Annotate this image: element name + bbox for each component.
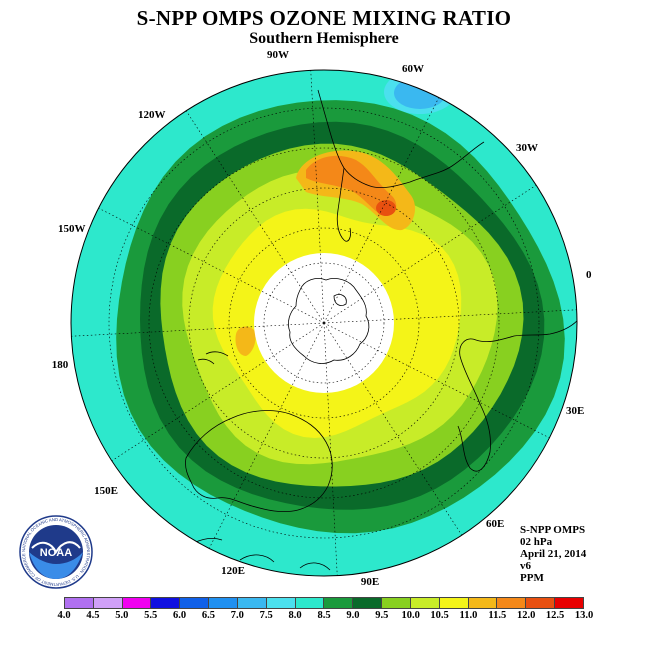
colorbar-segment: [180, 598, 210, 608]
africa-coastline: [457, 319, 577, 472]
colorbar-segment: [151, 598, 181, 608]
colorbar-segment: [324, 598, 354, 608]
graticule: [71, 70, 577, 576]
latitude-circle: [263, 262, 385, 384]
colorbar-tick-label: 12.5: [545, 610, 565, 621]
colorbar-segment: [295, 598, 325, 608]
colorbar-segment: [122, 598, 152, 608]
colorbar-tick-label: 8.0: [288, 610, 302, 621]
colorbar-segment: [410, 598, 440, 608]
level-12-0-region: [376, 200, 396, 216]
colorbar-segment: [382, 598, 411, 608]
colorbar-tick-label: 8.5: [317, 610, 331, 621]
longitude-label: 60W: [402, 63, 424, 75]
latitude-circle: [108, 107, 540, 539]
colorbar-segment: [93, 598, 123, 608]
colorbar-tick-label: 5.0: [115, 610, 129, 621]
longitude-label: 30W: [516, 142, 538, 154]
longitude-labels: 0 30E 60E 90E 120E 150E 180 150W 120W 90W 60W 30W: [52, 49, 592, 588]
longitude-label: 120E: [221, 565, 245, 577]
colorbar-tick-label: 6.5: [201, 610, 215, 621]
longitude-label: 90E: [361, 576, 379, 588]
longitude-label: 90W: [267, 49, 289, 61]
new-zealand-coastline: [197, 351, 229, 365]
info-level: 02 hPa: [520, 536, 553, 548]
colorbar-tick-label: 7.0: [230, 610, 244, 621]
colorbar-ticks: 4.0 4.5 5.0 5.5 6.0 6.5 7.0 7.5 8.0 8.5 9.0 9.5 10.0…: [57, 610, 593, 624]
colorbar-tick-label: 5.5: [144, 610, 158, 621]
info-product: S-NPP OMPS: [520, 524, 586, 536]
colorbar-segment: [555, 598, 583, 608]
colorbar-tick-label: 10.5: [430, 610, 449, 621]
colorbar-tick-label: 9.0: [346, 610, 360, 621]
info-units: PPM: [520, 572, 544, 584]
noaa-logo: NOAA NATIONAL OCEANIC AND ATMOSPHERIC AD…: [18, 514, 94, 595]
latitude-circle: [188, 187, 460, 459]
noaa-logo-text: NOAA: [40, 547, 72, 559]
longitude-label: 60E: [486, 518, 504, 530]
australia-coastline: [185, 410, 333, 513]
colorbar-tick-label: 13.0: [574, 610, 594, 621]
info-version: v6: [520, 560, 531, 572]
colorbar-tick-label: 9.5: [375, 610, 389, 621]
product-info: S-NPP OMPS 02 hPa April 21, 2014 v6 PPM: [520, 524, 586, 584]
colorbar-tick-label: 11.0: [459, 610, 478, 621]
colorbar-segment: [439, 598, 469, 608]
level-11-0-patch: [235, 326, 256, 356]
colorbar-segment: [266, 598, 296, 608]
colorbar-tick-label: 12.0: [517, 610, 536, 621]
colorbar: [64, 597, 584, 609]
colorbar-segment: [526, 598, 556, 608]
longitude-label: 180: [52, 359, 69, 371]
colorbar-segment: [353, 598, 383, 608]
longitude-label: 120W: [138, 109, 166, 121]
info-date: April 21, 2014: [520, 548, 587, 560]
latitude-circle: [148, 147, 500, 499]
colorbar-tick-label: 6.0: [172, 610, 187, 621]
colorbar-segment: [237, 598, 267, 608]
colorbar-segment: [497, 598, 527, 608]
colorbar-tick-label: 10.0: [401, 610, 420, 621]
ozone-field: [71, 70, 577, 576]
colorbar-segment: [65, 598, 94, 608]
map-title: S-NPP OMPS OZONE MIXING RATIO: [136, 6, 512, 30]
map-subtitle: Southern Hemisphere: [249, 30, 399, 47]
antarctica-coastline: [288, 278, 370, 364]
colorbar-tick-label: 4.5: [86, 610, 100, 621]
map-boundary: [70, 69, 578, 577]
longitude-label: 150W: [58, 223, 86, 235]
colorbar-segment: [209, 598, 238, 608]
longitude-label: 30E: [566, 405, 584, 417]
longitude-label: 0: [586, 269, 592, 281]
longitude-label: 150E: [94, 485, 118, 497]
level-11-5-region: [306, 155, 397, 216]
latitude-circle: [228, 227, 420, 419]
colorbar-segment: [468, 598, 498, 608]
colorbar-tick-label: 4.0: [57, 610, 71, 621]
colorbar-tick-label: 11.5: [488, 610, 507, 621]
colorbar-tick-label: 7.5: [259, 610, 273, 621]
south-america-coastline: [317, 89, 485, 242]
coastlines: [185, 89, 577, 571]
